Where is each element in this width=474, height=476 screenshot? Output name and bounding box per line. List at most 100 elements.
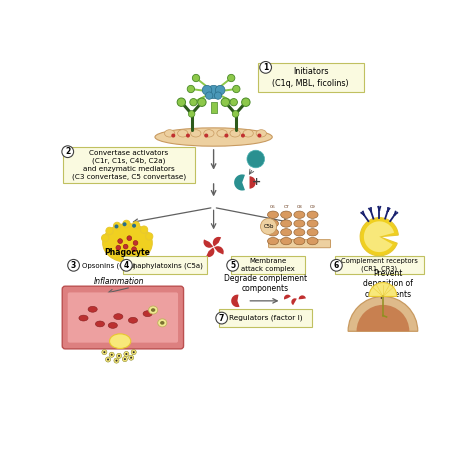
Text: 2: 2 — [65, 147, 70, 156]
Circle shape — [146, 233, 153, 240]
Text: C7: C7 — [283, 205, 289, 209]
Circle shape — [242, 98, 250, 107]
Wedge shape — [249, 176, 256, 188]
Circle shape — [113, 222, 121, 229]
Circle shape — [330, 259, 342, 271]
Wedge shape — [203, 239, 213, 248]
Circle shape — [107, 358, 109, 360]
Circle shape — [102, 349, 107, 355]
Text: Phagocyte: Phagocyte — [105, 248, 150, 258]
Wedge shape — [360, 218, 398, 256]
Circle shape — [132, 224, 136, 228]
Circle shape — [122, 222, 127, 226]
Ellipse shape — [88, 307, 97, 312]
Circle shape — [188, 110, 195, 117]
Circle shape — [206, 92, 213, 99]
Circle shape — [204, 134, 208, 138]
Circle shape — [230, 99, 237, 106]
Wedge shape — [299, 296, 306, 299]
Ellipse shape — [267, 220, 279, 227]
Text: C9: C9 — [310, 205, 315, 209]
Circle shape — [260, 61, 272, 73]
Wedge shape — [364, 221, 394, 252]
Circle shape — [216, 85, 225, 95]
Circle shape — [228, 74, 235, 82]
Ellipse shape — [294, 220, 305, 227]
FancyBboxPatch shape — [123, 256, 207, 275]
FancyBboxPatch shape — [68, 292, 178, 343]
Circle shape — [261, 218, 277, 235]
Circle shape — [118, 239, 122, 244]
FancyBboxPatch shape — [335, 256, 424, 275]
Text: Complement receptors
(CR1, CR3): Complement receptors (CR1, CR3) — [341, 258, 418, 272]
FancyBboxPatch shape — [63, 147, 194, 183]
Text: Inflammation: Inflammation — [94, 277, 144, 286]
Circle shape — [187, 85, 194, 93]
Circle shape — [124, 351, 129, 357]
Circle shape — [132, 221, 140, 229]
Ellipse shape — [230, 129, 240, 137]
FancyBboxPatch shape — [231, 256, 305, 275]
Ellipse shape — [267, 211, 279, 218]
Text: Degrade complement
components: Degrade complement components — [224, 274, 307, 293]
Circle shape — [111, 354, 113, 356]
Circle shape — [232, 110, 239, 117]
Circle shape — [257, 134, 262, 138]
Wedge shape — [356, 305, 410, 331]
Ellipse shape — [103, 224, 152, 262]
Ellipse shape — [307, 228, 318, 236]
Circle shape — [198, 98, 206, 107]
Ellipse shape — [267, 228, 279, 236]
Ellipse shape — [267, 238, 279, 245]
Circle shape — [103, 351, 105, 353]
Text: C8: C8 — [297, 205, 302, 209]
Circle shape — [62, 146, 73, 158]
Circle shape — [116, 359, 118, 362]
Text: 3: 3 — [71, 261, 76, 270]
Circle shape — [227, 259, 238, 271]
Ellipse shape — [294, 228, 305, 236]
Ellipse shape — [281, 220, 292, 227]
Circle shape — [68, 259, 80, 271]
Circle shape — [117, 353, 122, 358]
Wedge shape — [292, 298, 297, 305]
Circle shape — [130, 357, 132, 359]
Ellipse shape — [160, 321, 164, 325]
Circle shape — [114, 358, 119, 363]
Circle shape — [124, 358, 126, 360]
Ellipse shape — [95, 321, 105, 327]
FancyBboxPatch shape — [269, 239, 330, 248]
Text: Opsonins (C3b): Opsonins (C3b) — [82, 262, 135, 268]
Ellipse shape — [108, 322, 118, 328]
Circle shape — [192, 74, 200, 82]
Circle shape — [109, 352, 114, 357]
Ellipse shape — [217, 129, 227, 137]
Ellipse shape — [128, 317, 137, 323]
Circle shape — [132, 247, 137, 251]
Text: Regulators (factor I): Regulators (factor I) — [229, 315, 302, 321]
FancyBboxPatch shape — [219, 309, 312, 327]
Ellipse shape — [243, 129, 253, 137]
Ellipse shape — [191, 129, 201, 137]
Circle shape — [207, 85, 220, 99]
Text: 6: 6 — [334, 261, 339, 270]
Text: C6: C6 — [270, 205, 276, 209]
Text: Initiators
(C1q, MBL, ficolins): Initiators (C1q, MBL, ficolins) — [273, 67, 349, 88]
Wedge shape — [214, 246, 224, 255]
Wedge shape — [348, 297, 418, 331]
Ellipse shape — [307, 238, 318, 245]
Text: Convertase activators
(C1r, C1s, C4b, C2a)
and enzymatic mediators
(C3 convertas: Convertase activators (C1r, C1s, C4b, C2… — [72, 150, 186, 180]
Circle shape — [233, 85, 240, 93]
Circle shape — [202, 85, 212, 95]
Wedge shape — [206, 248, 214, 257]
Wedge shape — [284, 295, 291, 299]
Circle shape — [221, 98, 229, 107]
Circle shape — [123, 244, 128, 249]
Ellipse shape — [143, 311, 152, 317]
Ellipse shape — [294, 211, 305, 218]
Ellipse shape — [148, 306, 158, 314]
Text: C5b: C5b — [264, 224, 274, 229]
Circle shape — [190, 99, 197, 106]
Circle shape — [122, 357, 128, 362]
Text: 1: 1 — [263, 63, 268, 72]
